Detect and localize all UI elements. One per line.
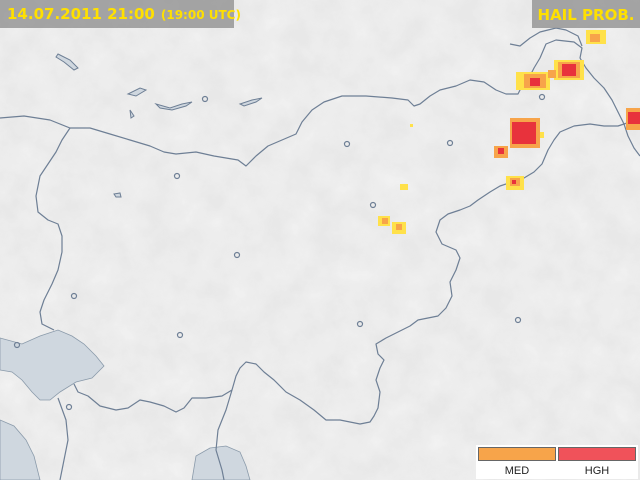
hail-cell-ne-cluster	[516, 60, 584, 90]
town-marker	[176, 331, 184, 339]
adriatic-sea	[0, 329, 105, 401]
legend-swatch-hgh	[558, 447, 636, 461]
town-marker	[70, 292, 78, 300]
hail-legend: MED HGH	[476, 445, 638, 479]
product-title: HAIL PROB.	[532, 0, 640, 28]
legend-swatch-med	[478, 447, 556, 461]
town-marker	[538, 93, 546, 101]
datetime-text: 14.07.2011 21:00	[7, 5, 155, 23]
town-marker	[369, 201, 377, 209]
town-marker	[173, 172, 181, 180]
town-markers	[13, 93, 546, 411]
lake-4	[238, 97, 263, 107]
timestamp-label: 14.07.2011 21:00 (19:00 UTC)	[0, 0, 241, 28]
kvarner-bay	[191, 445, 251, 480]
legend-label-hgh: HGH	[584, 465, 610, 477]
lake-1	[55, 53, 79, 71]
town-marker	[233, 251, 241, 259]
town-marker	[446, 139, 454, 147]
town-marker	[65, 403, 73, 411]
town-marker	[201, 95, 209, 103]
border-west	[35, 127, 71, 331]
hail-cell-central	[378, 124, 413, 234]
lake-2	[126, 87, 148, 97]
hail-cell-far-east	[626, 108, 640, 130]
legend-label-med: MED	[504, 465, 530, 477]
hail-cell-east-large	[510, 118, 544, 148]
lake-3	[154, 101, 193, 111]
hail-cell-ne-top	[586, 30, 606, 44]
town-marker	[13, 341, 21, 349]
border-istria	[57, 397, 69, 480]
town-marker	[514, 316, 522, 324]
border-croatia-south	[215, 389, 233, 480]
hail-cell-border	[506, 176, 524, 190]
town-marker	[343, 140, 351, 148]
border-north	[0, 39, 640, 167]
lake-5	[129, 109, 135, 119]
border-austria-hungary	[509, 27, 583, 47]
town-marker	[356, 320, 364, 328]
hail-cell-east-small	[494, 146, 508, 158]
lake-6	[113, 192, 122, 198]
hail-cells	[378, 30, 640, 234]
utc-time-text: (19:00 UTC)	[160, 8, 241, 22]
lower-sea	[0, 419, 41, 480]
